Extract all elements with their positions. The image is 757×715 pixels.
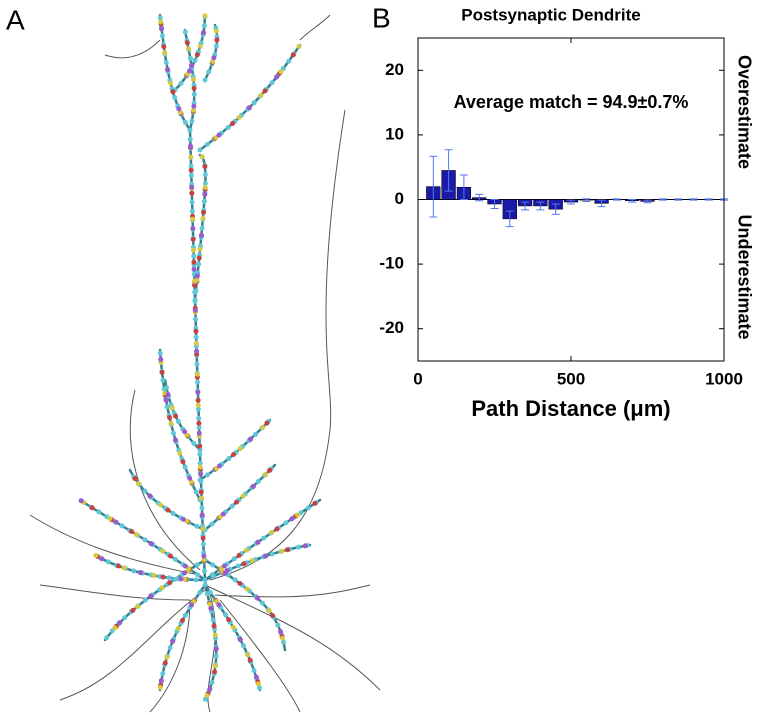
x-tick-label: 500	[557, 369, 585, 388]
y-tick-label: 10	[385, 124, 404, 143]
error-bar	[444, 149, 453, 192]
error-bar	[490, 199, 499, 210]
error-bar	[429, 155, 438, 218]
annotation: Average match = 94.9±0.7%	[454, 92, 689, 112]
error-bar	[505, 210, 514, 228]
y-tick-label: 0	[395, 189, 404, 208]
y-tick-label: -10	[379, 254, 404, 273]
error-bar	[582, 198, 591, 202]
error-bar	[551, 203, 560, 215]
error-bar	[597, 199, 606, 208]
error-bar	[658, 198, 667, 201]
error-bar	[521, 201, 530, 211]
x-tick-label: 0	[413, 369, 422, 388]
right-label: Underestimate	[734, 214, 754, 339]
y-tick-label: 20	[385, 60, 404, 79]
panel-letter: A	[6, 4, 25, 35]
error-bar	[475, 193, 484, 202]
right-label: Overestimate	[734, 55, 754, 169]
error-bar	[628, 199, 637, 203]
y-tick-label: -20	[379, 318, 404, 337]
x-axis-label: Path Distance (μm)	[471, 396, 670, 421]
error-bar	[536, 201, 545, 211]
error-bar	[567, 199, 575, 205]
error-bar	[612, 198, 621, 201]
plot-frame	[417, 37, 725, 362]
chart: Postsynaptic Dendrite Path Distance (μm)…	[379, 5, 754, 420]
neuron-image	[29, 15, 381, 713]
panel-letter: B	[372, 2, 391, 33]
error-bar	[674, 198, 683, 201]
x-tick-label: 1000	[705, 369, 743, 388]
chart-title: Postsynaptic Dendrite	[461, 5, 641, 24]
error-bar	[459, 174, 468, 200]
error-bar	[689, 198, 698, 201]
error-bar	[704, 198, 713, 201]
error-bar	[643, 199, 652, 204]
